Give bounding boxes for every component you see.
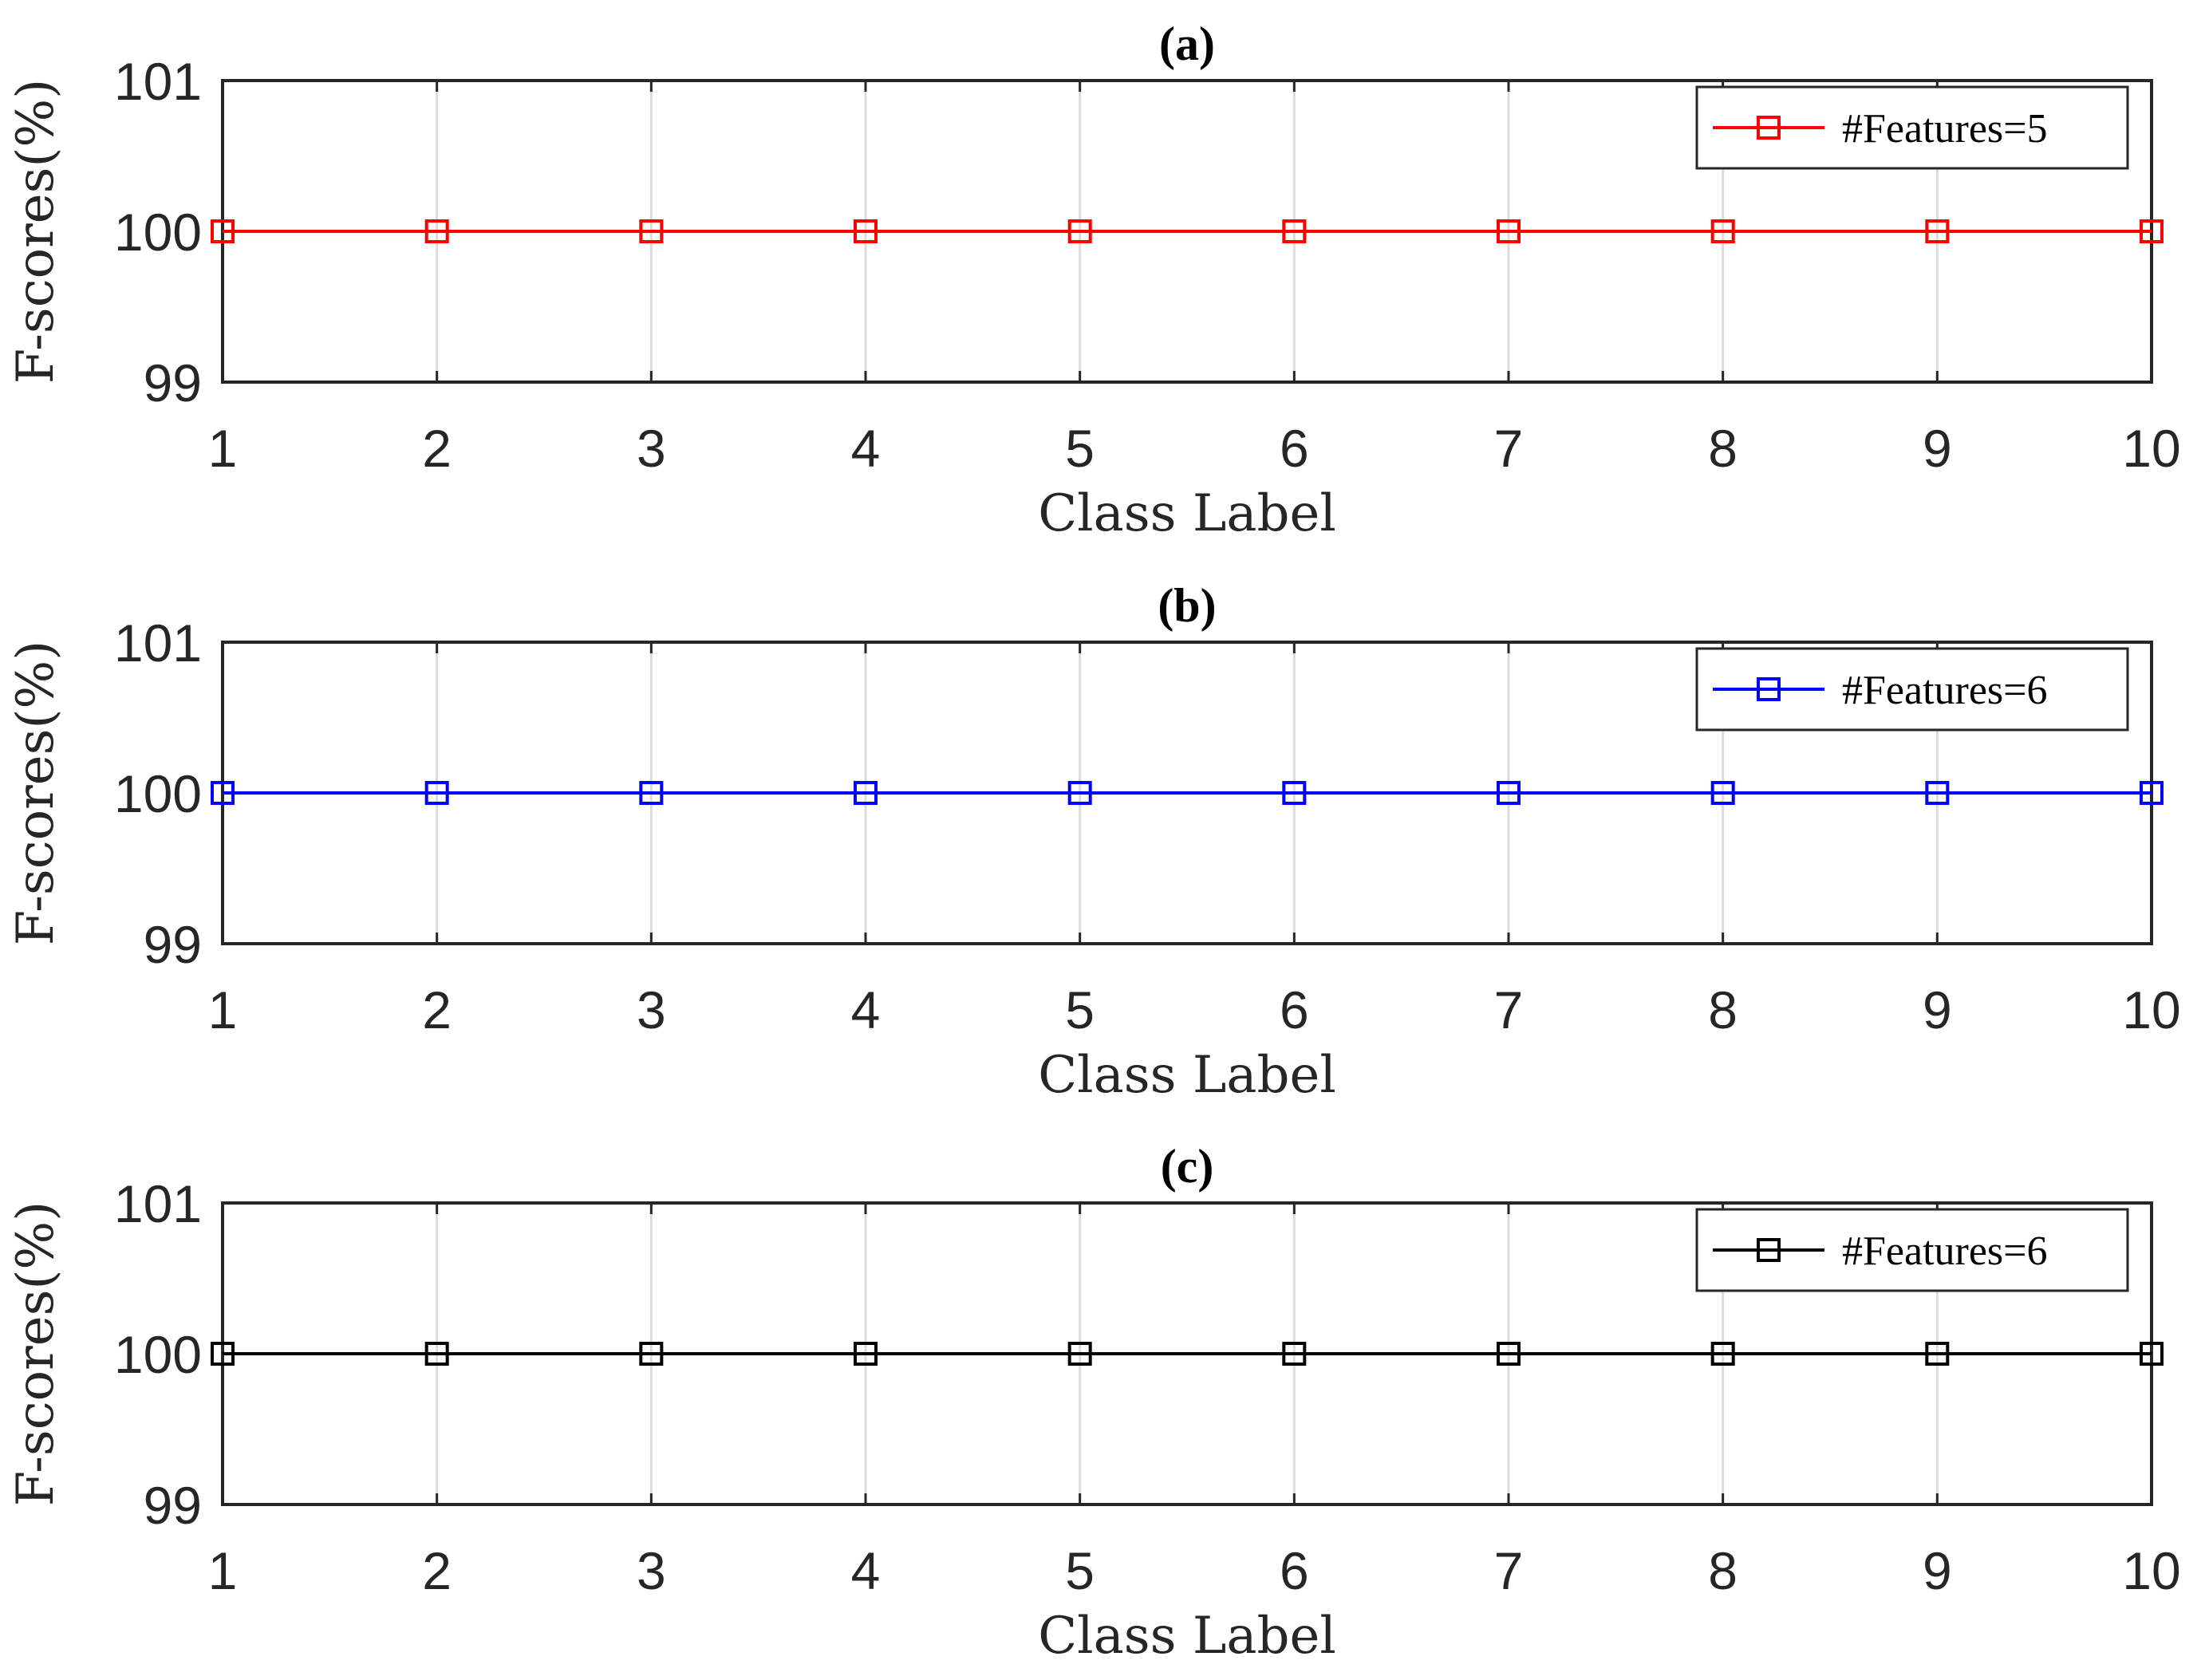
x-tick-label: 7 — [1494, 1541, 1524, 1600]
panel-a: (a) 1 2 3 4 5 6 7 8 9 10 99 100 101 Class Label F-score… — [6, 18, 2181, 543]
x-tick-label: 2 — [422, 419, 452, 478]
x-tick-label: 1 — [208, 1541, 238, 1600]
x-axis-label: Class Label — [1038, 484, 1336, 543]
data-point-marker — [2140, 219, 2164, 243]
legend: #Features=6 — [1695, 1208, 2129, 1292]
y-tick-label: 99 — [144, 915, 202, 974]
legend: #Features=5 — [1695, 85, 2129, 170]
x-tick-label: 5 — [1065, 1541, 1095, 1600]
x-tick-label: 5 — [1065, 419, 1095, 478]
data-point-marker — [1497, 1342, 1521, 1366]
legend-marker — [1757, 677, 1781, 701]
x-tick-label: 4 — [851, 980, 881, 1039]
data-point-marker — [1497, 219, 1521, 243]
data-point-marker — [639, 219, 664, 243]
x-axis-label: Class Label — [1038, 1046, 1336, 1105]
data-point-marker — [1282, 781, 1307, 805]
y-axis-label: F-scores(%) — [6, 1201, 65, 1506]
x-tick-label: 3 — [637, 980, 666, 1039]
data-point-marker — [1710, 1342, 1735, 1366]
x-tick-label: 1 — [208, 980, 238, 1039]
data-point-marker — [854, 781, 878, 805]
x-tick-label: 6 — [1280, 419, 1309, 478]
y-tick-label: 101 — [114, 52, 202, 111]
data-point-marker — [211, 781, 235, 805]
y-tick-label: 99 — [144, 1476, 202, 1535]
x-tick-label: 8 — [1708, 1541, 1738, 1600]
x-tick-label: 9 — [1923, 1541, 1952, 1600]
y-tick-label: 101 — [114, 1174, 202, 1233]
data-point-marker — [1282, 1342, 1307, 1366]
x-tick-label: 4 — [851, 419, 881, 478]
y-tick-label: 101 — [114, 613, 202, 672]
panel-c: (c) 1 2 3 4 5 6 7 8 9 10 99 100 101 Class Label F-score… — [6, 1140, 2181, 1666]
x-tick-label: 6 — [1280, 980, 1309, 1039]
data-point-marker — [1067, 781, 1092, 805]
data-point-marker — [424, 219, 449, 243]
data-point-marker — [1925, 781, 1950, 805]
x-tick-label: 6 — [1280, 1541, 1309, 1600]
data-point-marker — [424, 1342, 449, 1366]
x-tick-label: 7 — [1494, 980, 1524, 1039]
panel-title: (c) — [1161, 1140, 1214, 1193]
data-point-marker — [2140, 1342, 2164, 1366]
y-tick-label: 100 — [114, 203, 202, 262]
y-tick-label: 100 — [114, 764, 202, 823]
data-point-marker — [639, 781, 664, 805]
y-tick-label: 99 — [144, 353, 202, 412]
legend: #Features=6 — [1695, 647, 2129, 732]
data-point-marker — [1925, 1342, 1950, 1366]
data-point-marker — [1497, 781, 1521, 805]
x-tick-label: 10 — [2122, 980, 2180, 1039]
x-tick-label: 2 — [422, 980, 452, 1039]
data-point-marker — [211, 1342, 235, 1366]
data-point-marker — [854, 1342, 878, 1366]
data-point-marker — [1710, 219, 1735, 243]
panel-title: (b) — [1158, 579, 1216, 632]
data-point-marker — [639, 1342, 664, 1366]
x-axis-label: Class Label — [1038, 1607, 1336, 1666]
data-point-marker — [424, 781, 449, 805]
legend-marker — [1757, 116, 1781, 140]
data-point-marker — [1067, 219, 1092, 243]
x-tick-label: 10 — [2122, 1541, 2180, 1600]
data-point-marker — [1710, 781, 1735, 805]
panel-title: (a) — [1159, 18, 1215, 70]
x-tick-label: 4 — [851, 1541, 881, 1600]
data-point-marker — [854, 219, 878, 243]
legend-label: #Features=5 — [1842, 106, 2048, 152]
legend-label: #Features=6 — [1842, 1228, 2048, 1274]
y-axis-label: F-scores(%) — [6, 79, 65, 384]
panel-b: (b) 1 2 3 4 5 6 7 8 9 10 99 100 101 Class Label F-score… — [6, 579, 2181, 1105]
data-point-marker — [1282, 219, 1307, 243]
x-tick-label: 2 — [422, 1541, 452, 1600]
data-point-marker — [2140, 781, 2164, 805]
x-tick-label: 3 — [637, 419, 666, 478]
x-tick-label: 3 — [637, 1541, 666, 1600]
x-tick-label: 1 — [208, 419, 238, 478]
x-tick-label: 8 — [1708, 980, 1738, 1039]
y-tick-label: 100 — [114, 1325, 202, 1384]
x-tick-label: 7 — [1494, 419, 1524, 478]
x-tick-label: 8 — [1708, 419, 1738, 478]
x-tick-label: 5 — [1065, 980, 1095, 1039]
data-point-marker — [211, 219, 235, 243]
x-tick-label: 10 — [2122, 419, 2180, 478]
legend-label: #Features=6 — [1842, 668, 2048, 713]
legend-marker — [1757, 1238, 1781, 1262]
x-tick-label: 9 — [1923, 980, 1952, 1039]
x-tick-label: 9 — [1923, 419, 1952, 478]
data-point-marker — [1067, 1342, 1092, 1366]
y-axis-label: F-scores(%) — [6, 641, 65, 945]
data-point-marker — [1925, 219, 1950, 243]
